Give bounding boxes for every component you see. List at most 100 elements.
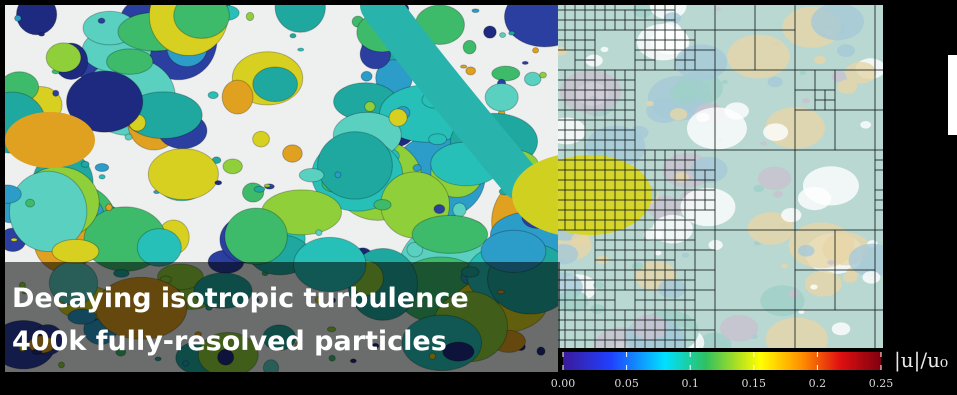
grid-cell	[915, 90, 935, 110]
grid-cell	[895, 190, 915, 210]
vortex	[53, 90, 59, 96]
grid-cell	[935, 180, 945, 190]
grid-cell	[935, 190, 945, 200]
grid-cell	[935, 100, 945, 110]
mesh-blob	[631, 314, 667, 339]
grid-cell	[885, 190, 895, 200]
vortex	[246, 12, 254, 20]
vortex	[533, 48, 539, 53]
vortex	[223, 159, 242, 174]
vortex	[222, 80, 253, 114]
vortex	[106, 204, 112, 211]
vortex	[466, 67, 476, 75]
mesh-blob	[805, 271, 842, 297]
grid-cell	[935, 80, 945, 90]
caption-line: Decaying isotropic turbulence	[12, 283, 469, 314]
mesh-blob	[655, 251, 662, 256]
vortex	[11, 238, 17, 241]
grid-cell	[915, 150, 935, 170]
vortex	[485, 83, 518, 111]
mesh-blob	[789, 222, 854, 268]
screenshot: Decaying isotropic turbulence 400k fully…	[0, 0, 957, 395]
vortex	[412, 215, 487, 253]
mesh-blob	[798, 245, 815, 257]
vortex	[453, 203, 466, 217]
vortex	[208, 92, 218, 99]
grid-cell	[575, 380, 585, 390]
grid-cell	[885, 150, 895, 160]
grid-cell	[875, 0, 955, 70]
mesh-blob	[814, 56, 826, 64]
mesh-blob	[802, 98, 810, 103]
grid-cell	[945, 190, 955, 200]
vortex	[429, 134, 447, 145]
grid-cell	[935, 90, 945, 100]
mesh-blob	[585, 54, 602, 66]
vortex	[26, 199, 35, 207]
grid-cell	[935, 220, 945, 230]
grid-cell	[645, 380, 655, 390]
mesh-blob	[760, 141, 767, 146]
colorbar-tick-label: 0.2	[809, 377, 827, 390]
page: {"caption": {"line1": "Decaying isotropi…	[0, 0, 957, 395]
mesh-blob	[708, 240, 722, 250]
grid-cell	[935, 210, 945, 220]
mesh-blob	[763, 123, 788, 141]
grid-cell	[915, 210, 935, 230]
vortex	[461, 65, 467, 68]
mesh-blob	[768, 77, 783, 88]
grid-cell	[935, 200, 945, 210]
vortex	[253, 67, 298, 102]
grid-cell	[945, 200, 955, 210]
vortex	[492, 66, 520, 81]
vortex	[125, 134, 132, 140]
mesh-blob	[720, 341, 727, 346]
grid-cell	[935, 70, 945, 80]
grid-cell	[935, 170, 945, 180]
mesh-blob	[827, 260, 834, 265]
vortex	[318, 132, 393, 199]
grid-cell	[945, 170, 955, 180]
vortex	[509, 31, 515, 35]
vortex	[522, 61, 528, 64]
colorbar-tick-label: 0.00	[551, 377, 576, 390]
mesh-blob	[800, 71, 806, 75]
vortex	[215, 181, 222, 185]
cut-off-panel	[948, 55, 957, 135]
grid-cell	[585, 380, 595, 390]
vortex	[484, 26, 497, 38]
grid-cell	[595, 370, 605, 380]
vortex	[298, 48, 304, 51]
vortex	[299, 168, 324, 181]
colorbar	[563, 352, 881, 370]
vortex	[254, 186, 265, 192]
grid-cell	[935, 150, 955, 170]
mesh-blob	[721, 80, 727, 84]
mesh-blob	[670, 108, 687, 120]
mesh-blob	[837, 80, 857, 94]
mesh-blob	[837, 44, 855, 57]
vortex	[500, 33, 506, 38]
grid-cell	[885, 160, 895, 170]
vortex	[361, 71, 372, 81]
mesh-blob	[832, 322, 850, 335]
mesh-blob	[860, 121, 871, 129]
mesh-blob	[863, 271, 881, 283]
grid-cell	[665, 370, 675, 380]
vortex	[95, 163, 109, 171]
vortex	[52, 239, 99, 263]
vortex	[463, 40, 476, 54]
vortex	[524, 72, 540, 85]
vortex	[137, 229, 181, 267]
grid-cell	[595, 380, 605, 390]
vortex	[316, 230, 322, 236]
vortex	[472, 9, 479, 13]
colorbar-tick-label: 0.1	[681, 377, 699, 390]
vortex	[225, 208, 288, 264]
grid-cell	[585, 370, 595, 380]
mesh-blob	[670, 83, 700, 104]
grid-cell	[895, 210, 915, 230]
vortex	[413, 164, 421, 171]
mesh-blob	[652, 215, 693, 244]
mesh-blob	[629, 126, 648, 140]
